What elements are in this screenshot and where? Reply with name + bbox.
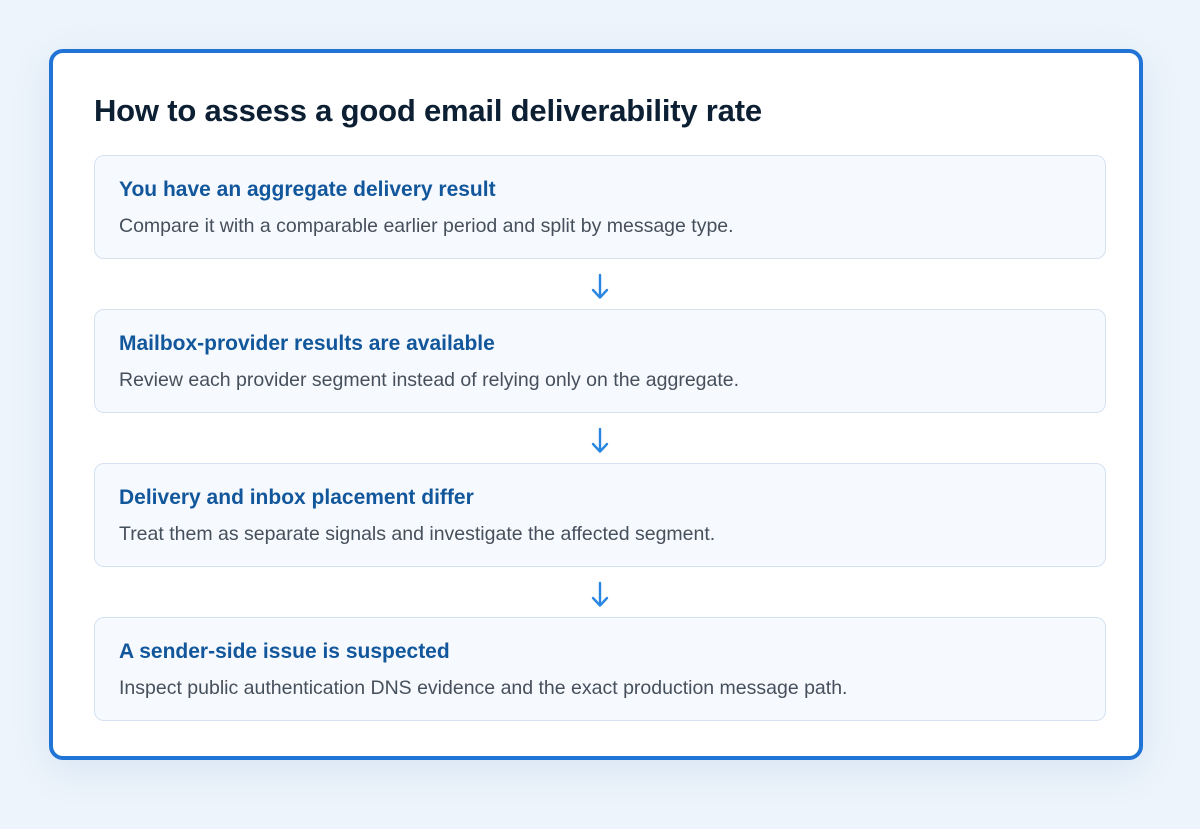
flow-step-2: Mailbox-provider results are available R… — [94, 309, 1106, 413]
step-description: Compare it with a comparable earlier per… — [119, 215, 734, 237]
step-description: Review each provider segment instead of … — [119, 369, 740, 391]
step-title: A sender-side issue is suspected — [119, 640, 450, 663]
step-title: You have an aggregate delivery result — [119, 178, 496, 201]
flow-step-3: Delivery and inbox placement differ Trea… — [94, 463, 1106, 567]
flow-step-4: A sender-side issue is suspected Inspect… — [94, 617, 1106, 721]
step-description: Inspect public authentication DNS eviden… — [119, 677, 848, 699]
step-title: Delivery and inbox placement differ — [119, 486, 474, 509]
flow-step-1: You have an aggregate delivery result Co… — [94, 155, 1106, 259]
arrow-down-icon — [591, 273, 609, 299]
step-title: Mailbox-provider results are available — [119, 332, 495, 355]
flowchart-card: How to assess a good email deliverabilit… — [49, 49, 1143, 760]
arrow-down-icon — [591, 427, 609, 453]
arrow-down-icon — [591, 581, 609, 607]
step-description: Treat them as separate signals and inves… — [119, 523, 716, 545]
diagram-title: How to assess a good email deliverabilit… — [94, 93, 762, 128]
